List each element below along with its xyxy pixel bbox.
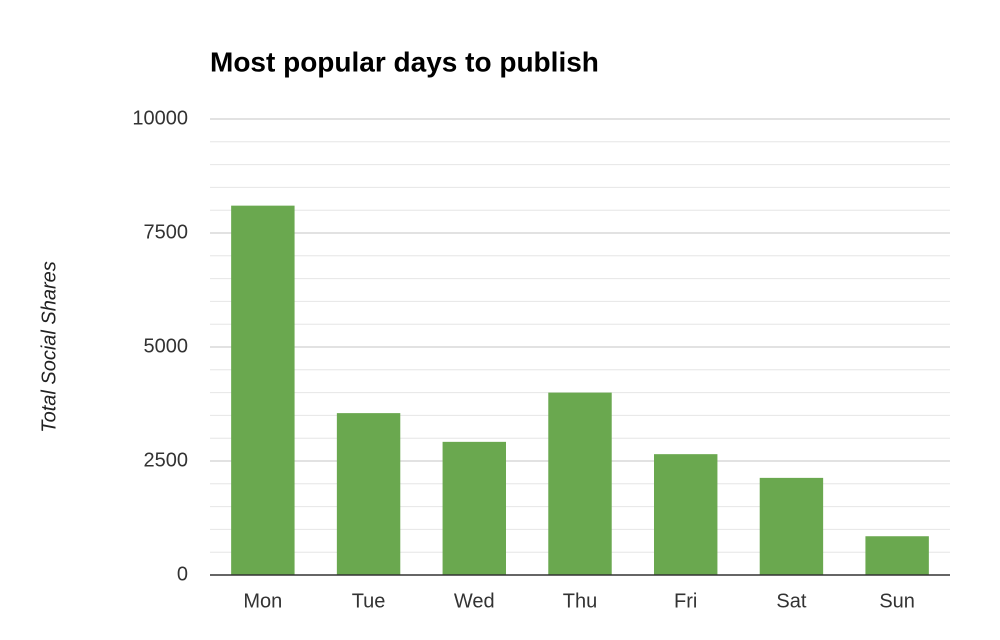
bar [759,477,824,575]
x-tick-label: Thu [563,590,597,612]
bar [865,536,929,575]
bar [336,413,401,575]
x-tick-label: Mon [243,590,282,612]
y-tick-label: 0 [177,563,188,585]
bar [442,441,506,575]
bar [231,205,295,575]
y-tick-label: 5000 [144,335,189,357]
x-tick-label: Fri [674,590,697,612]
y-tick-label: 10000 [132,107,188,129]
x-tick-label: Sun [879,590,915,612]
bar [654,454,718,575]
y-axis-label: Total Social Shares [38,261,60,433]
y-tick-label: 7500 [144,221,189,243]
x-tick-label: Wed [454,590,495,612]
bar [548,392,612,575]
chart-title: Most popular days to publish [210,46,599,77]
x-tick-label: Sat [776,590,806,612]
y-tick-label: 2500 [144,449,189,471]
x-tick-label: Tue [352,590,386,612]
